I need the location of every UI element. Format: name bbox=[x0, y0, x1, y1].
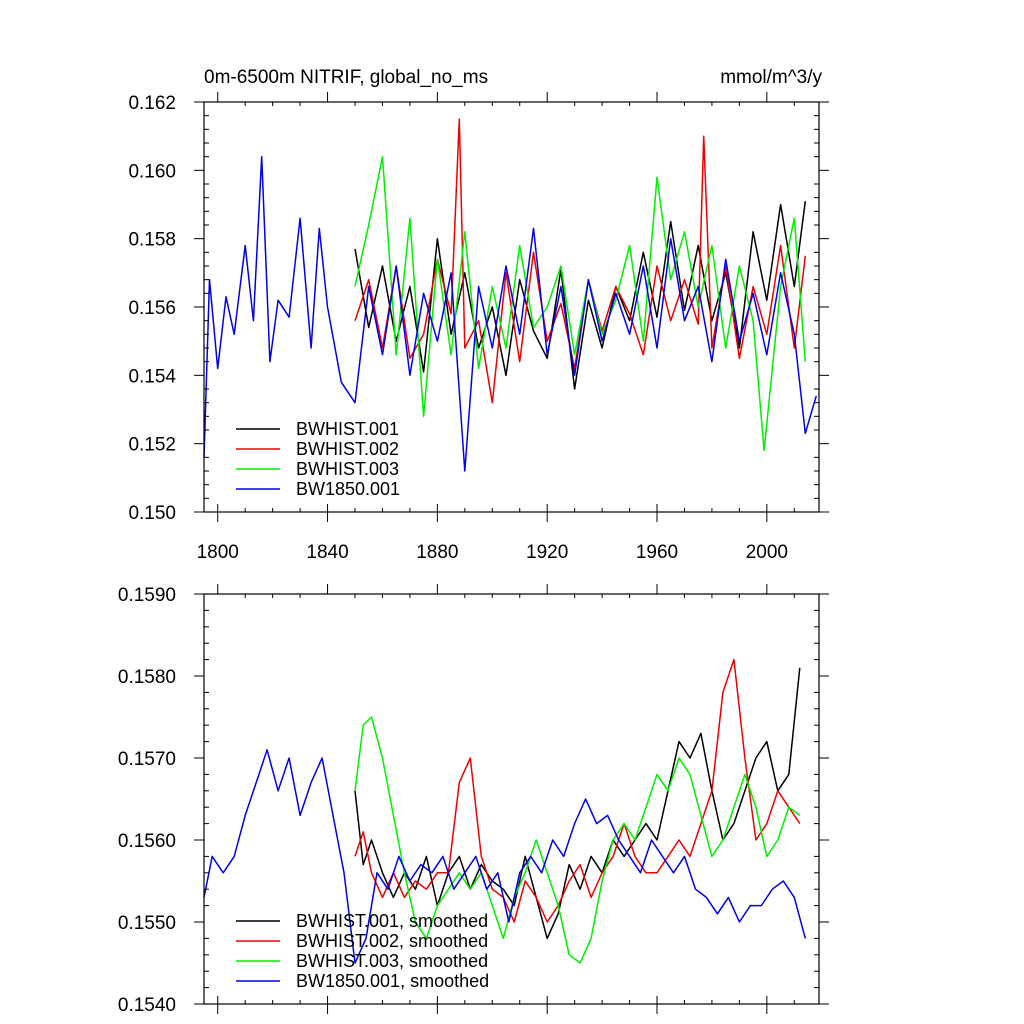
top-y-tick-label: 0.154 bbox=[128, 366, 176, 387]
top-ticks-group: 1800 1840 1880 1920 1960 2000 0.150 0.152 0.154 0… bbox=[128, 92, 829, 563]
bottom-series-line-4 bbox=[203, 749, 807, 964]
top-series-line-4 bbox=[203, 155, 818, 472]
bottom-y-tick-label: 0.1590 bbox=[118, 585, 176, 606]
top-x-tick-label: 1800 bbox=[197, 542, 239, 563]
bottom-series-group bbox=[203, 658, 807, 964]
bottom-legend-label-2: BWHIST.002, smoothed bbox=[296, 931, 488, 951]
top-y-tick-label: 0.160 bbox=[128, 161, 176, 182]
bottom-y-tick-label: 0.1570 bbox=[118, 749, 176, 770]
top-x-tick-label: 2000 bbox=[746, 542, 788, 563]
bottom-plot-frame bbox=[203, 593, 820, 1005]
top-x-tick-label: 1960 bbox=[636, 542, 678, 563]
top-y-tick-label: 0.152 bbox=[128, 435, 176, 456]
bottom-series-line-3 bbox=[354, 716, 801, 964]
bottom-series-line-1 bbox=[354, 667, 801, 940]
bottom-series-line-2 bbox=[354, 658, 801, 923]
top-legend-label-3: BWHIST.003 bbox=[296, 459, 399, 479]
bottom-legend-label-4: BW1850.001, smoothed bbox=[296, 971, 489, 991]
top-x-tick-label: 1840 bbox=[306, 542, 348, 563]
top-x-tick-label: 1880 bbox=[416, 542, 458, 563]
bottom-ticks-group: 0.1540 0.1550 0.1560 0.1570 0.1580 0.1590 bbox=[118, 584, 829, 1016]
top-series-group bbox=[203, 118, 818, 472]
bottom-y-tick-label: 0.1560 bbox=[118, 831, 176, 852]
top-x-tick-label: 1920 bbox=[526, 542, 568, 563]
top-y-tick-label: 0.156 bbox=[128, 298, 176, 319]
top-y-tick-label: 0.158 bbox=[128, 230, 176, 251]
bottom-legend-label-3: BWHIST.003, smoothed bbox=[296, 951, 488, 971]
top-panel: 0m-6500m NITRIF, global_no_ms mmol/m^3/y… bbox=[128, 67, 829, 563]
bottom-legend-label-1: BWHIST.001, smoothed bbox=[296, 911, 488, 931]
top-title-left: 0m-6500m NITRIF, global_no_ms bbox=[204, 67, 488, 88]
top-legend-label-1: BWHIST.001 bbox=[296, 419, 399, 439]
bottom-y-tick-label: 0.1580 bbox=[118, 667, 176, 688]
top-y-tick-label: 0.162 bbox=[128, 93, 176, 114]
top-legend-label-4: BW1850.001 bbox=[296, 479, 400, 499]
bottom-panel: 0.1540 0.1550 0.1560 0.1570 0.1580 0.1590 BWH… bbox=[118, 584, 829, 1016]
top-legend-label-2: BWHIST.002 bbox=[296, 439, 399, 459]
top-y-tick-label: 0.150 bbox=[128, 503, 176, 524]
bottom-y-tick-label: 0.1550 bbox=[118, 913, 176, 934]
top-series-line-3 bbox=[354, 155, 807, 452]
top-title-right: mmol/m^3/y bbox=[720, 67, 822, 88]
bottom-y-tick-label: 0.1540 bbox=[118, 995, 176, 1016]
